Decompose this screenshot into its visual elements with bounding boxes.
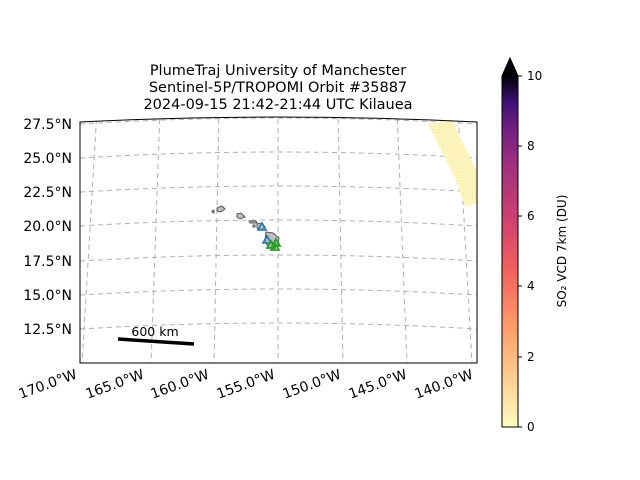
station-marker-maui (256, 221, 268, 231)
lon-label-150: 150.0°W (281, 367, 344, 403)
volcano-marker-3 (269, 241, 281, 251)
lat-label-15: 15.0°N (23, 288, 72, 304)
map-panel (80, 117, 477, 363)
so2-plume (428, 120, 477, 207)
lon-label-160: 160.0°W (149, 367, 212, 403)
volcano-marker-2 (265, 239, 277, 249)
gridline-lon-155 (213, 117, 220, 363)
title-line-3: 2024-09-15 21:42-21:44 UTC Kilauea (143, 97, 412, 113)
title-line-2: Sentinel-5P/TROPOMI Orbit #35887 (149, 80, 407, 96)
gridline-lat-12-5 (80, 322, 477, 330)
lon-gridlines (81, 117, 473, 363)
gridline-lon-160 (150, 117, 161, 363)
gridline-lat-25 (80, 151, 477, 159)
lat-label-25: 25.0°N (23, 151, 72, 167)
station-markers (256, 221, 273, 244)
colorbar-tick-label-10: 10 (527, 69, 542, 83)
gridline-lon-165 (81, 117, 98, 363)
island-molokai (248, 220, 258, 224)
colorbar-tick-label-4: 4 (527, 279, 535, 293)
colorbar-ticks (518, 75, 522, 428)
lat-labels: 27.5°N 25.0°N 22.5°N 20.0°N 17.5°N 15.0°… (23, 117, 72, 338)
colorbar-tick-label-8: 8 (527, 139, 535, 153)
gridline-lon-140 (396, 117, 408, 363)
lon-labels: 170.0°W 165.0°W 160.0°W 155.0°W 150.0°W … (17, 367, 476, 403)
island-lanai (252, 224, 256, 228)
lat-label-27-5: 27.5°N (23, 117, 72, 133)
lat-label-20: 20.0°N (23, 219, 72, 235)
colorbar-tick-label-6: 6 (527, 209, 535, 223)
colorbar-tick-label-0: 0 (527, 420, 535, 434)
lon-label-170: 170.0°W (17, 367, 80, 403)
lon-label-155: 155.0°W (215, 367, 278, 403)
island-niihau (211, 209, 215, 214)
lon-label-145: 145.0°W (347, 367, 410, 403)
colorbar: 10 8 6 4 2 0 SO₂ VCD 7km (DU) (501, 56, 569, 434)
scale-bar (117, 337, 195, 346)
scale-bar-label: 600 km (131, 324, 178, 339)
island-kauai (216, 205, 226, 213)
gridline-lon-145 (337, 117, 344, 363)
gridline-lat-15 (80, 288, 477, 296)
gridline-lat-27-5 (80, 117, 477, 125)
colorbar-label: SO₂ VCD 7km (DU) (555, 195, 569, 308)
title-line-1: PlumeTraj University of Manchester (150, 63, 406, 79)
colorbar-extend-arrow (501, 56, 519, 77)
lat-label-22-5: 22.5°N (23, 185, 72, 201)
lat-label-12-5: 12.5°N (23, 322, 72, 338)
lat-label-17-5: 17.5°N (23, 254, 72, 270)
volcano-markers (265, 237, 282, 251)
island-oahu (236, 212, 246, 220)
colorbar-tick-label-2: 2 (527, 350, 535, 364)
lon-label-165: 165.0°W (84, 367, 147, 403)
station-marker-hawaii (261, 234, 273, 244)
colorbar-gradient (501, 75, 519, 428)
map-frame (79, 116, 478, 364)
gridline-lon-135 (457, 117, 473, 363)
lon-label-140: 140.0°W (413, 367, 476, 403)
